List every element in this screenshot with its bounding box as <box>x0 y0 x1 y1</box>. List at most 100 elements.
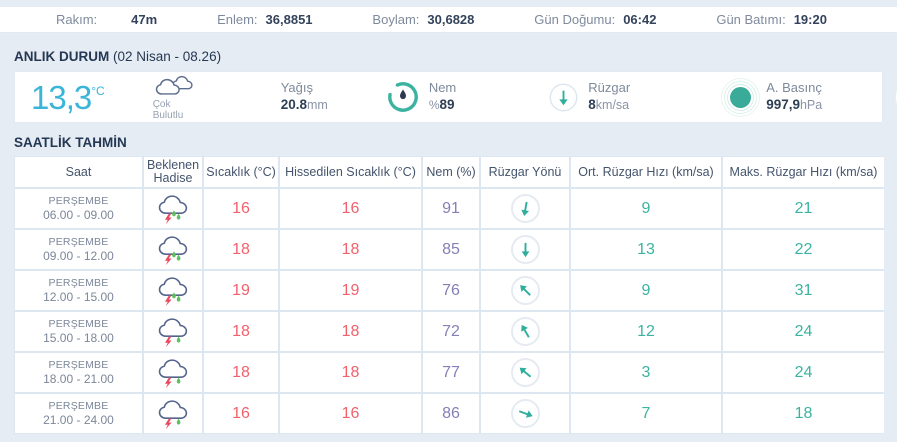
column-header-3: Hissedilen Sıcaklık (°C) <box>280 157 421 188</box>
expected-event-cell <box>144 353 202 393</box>
wind-direction-arrow-icon <box>520 325 530 338</box>
humidity-cell: 85 <box>423 230 479 270</box>
thunderstorm-rain-icon <box>158 400 187 429</box>
precipitation-block: Yağış 20.8mm <box>281 80 328 113</box>
stat-label: Boylam: <box>372 12 420 27</box>
temperature-value: 13,3 <box>31 78 92 116</box>
station-stats-bar: Rakım: 47m Enlem: 36,8851 Boylam: 30,682… <box>0 7 897 33</box>
thunderstorm-rain-icon <box>158 318 187 347</box>
wind-direction-arrow-icon <box>521 243 529 258</box>
feels-like-cell: 16 <box>280 394 421 434</box>
expected-event-cell <box>144 230 202 270</box>
wind-direction-arrow-icon <box>519 367 531 378</box>
pressure-value: 997,9hPa <box>766 96 823 112</box>
forecast-hours: 15.00 - 18.00 <box>43 331 114 346</box>
temperature-cell: 18 <box>204 353 278 393</box>
humidity-label: Nem <box>428 80 457 96</box>
column-header-0: Saat <box>15 157 142 188</box>
feels-like-cell: 18 <box>280 230 421 270</box>
condition-label: Çok Bulutlu <box>152 98 184 121</box>
wind-label: Rüzgar <box>588 80 631 96</box>
forecast-day: PERŞEMBE <box>48 400 109 413</box>
station-stat: Enlem: 36,8851 <box>217 12 312 27</box>
stat-label: Rakım: <box>56 12 98 27</box>
humidity-gauge-icon <box>387 82 418 112</box>
wind-value: 8km/sa <box>588 96 630 112</box>
temperature-cell: 18 <box>204 230 278 270</box>
forecast-day: PERŞEMBE <box>48 236 109 249</box>
wind-direction-circle <box>510 276 540 306</box>
current-section-title: ANLIK DURUM (02 Nisan - 08.26) <box>14 49 883 64</box>
precipitation-label: Yağış <box>280 80 313 96</box>
wind-block: Rüzgar 8km/sa <box>548 80 630 113</box>
max-wind-speed-cell: 31 <box>723 271 884 311</box>
thunderstorm-rain-icon <box>158 359 187 388</box>
wind-direction-circle <box>510 194 540 224</box>
current-title-text: ANLIK DURUM <box>14 49 110 64</box>
wind-direction-cell <box>481 271 569 311</box>
pressure-icon <box>730 86 752 108</box>
forecast-title-text: SAATLİK TAHMİN <box>14 135 127 150</box>
feels-like-cell: 18 <box>280 353 421 393</box>
humidity-cell: 77 <box>423 353 479 393</box>
wind-direction-cell <box>481 189 569 229</box>
avg-wind-speed-cell: 3 <box>571 353 721 393</box>
humidity-block: Nem %89 <box>386 80 456 114</box>
forecast-time-cell: PERŞEMBE 12.00 - 15.00 <box>15 271 142 311</box>
forecast-time-cell: PERŞEMBE 21.00 - 24.00 <box>15 394 142 434</box>
wind-direction-cell <box>481 394 569 434</box>
wind-direction-arrow-icon <box>518 410 533 419</box>
temperature-cell: 19 <box>204 271 278 311</box>
max-wind-speed-cell: 18 <box>723 394 884 434</box>
column-header-4: Nem (%) <box>423 157 479 188</box>
temperature-cell: 16 <box>204 394 278 434</box>
station-stat: Gün Doğumu: 06:42 <box>534 12 656 27</box>
stat-value: 19:20 <box>793 12 827 27</box>
forecast-hours: 09.00 - 12.00 <box>43 249 114 264</box>
current-temperature: 13,3°C <box>31 81 105 114</box>
feels-like-cell: 16 <box>280 189 421 229</box>
thunderstorm-heavy-rain-icon <box>158 277 187 306</box>
column-header-7: Maks. Rüzgar Hızı (km/sa) <box>723 157 884 188</box>
current-condition: Çok Bulutlu <box>153 74 199 121</box>
stat-value: 47m <box>131 12 158 27</box>
avg-wind-speed-cell: 13 <box>571 230 721 270</box>
stat-label: Gün Batımı: <box>716 12 786 27</box>
forecast-hours: 18.00 - 21.00 <box>43 372 114 387</box>
forecast-day: PERŞEMBE <box>48 359 109 372</box>
max-wind-speed-cell: 24 <box>723 312 884 352</box>
expected-event-cell <box>144 312 202 352</box>
wind-direction-arrow-icon <box>520 202 529 217</box>
wind-direction-arrow-icon <box>519 285 531 297</box>
temperature-cell: 16 <box>204 189 278 229</box>
forecast-day: PERŞEMBE <box>48 318 109 331</box>
max-wind-speed-cell: 21 <box>723 189 884 229</box>
wind-direction-cell <box>481 312 569 352</box>
cloudy-icon <box>155 75 193 95</box>
thunderstorm-heavy-rain-icon <box>158 236 187 265</box>
avg-wind-speed-cell: 9 <box>571 189 721 229</box>
temperature-unit: °C <box>91 83 105 98</box>
column-header-2: Sıcaklık (°C) <box>204 157 278 188</box>
humidity-cell: 72 <box>423 312 479 352</box>
wind-direction-icon <box>549 83 578 111</box>
stat-value: 30,6828 <box>427 12 475 27</box>
avg-wind-speed-cell: 9 <box>571 271 721 311</box>
avg-wind-speed-cell: 12 <box>571 312 721 352</box>
forecast-time-cell: PERŞEMBE 15.00 - 18.00 <box>15 312 142 352</box>
thunderstorm-heavy-rain-icon <box>158 195 187 224</box>
avg-wind-speed-cell: 7 <box>571 394 721 434</box>
wind-direction-circle <box>510 358 540 388</box>
humidity-value: %89 <box>428 96 455 112</box>
expected-event-cell <box>144 271 202 311</box>
stat-value: 06:42 <box>623 12 657 27</box>
max-wind-speed-cell: 24 <box>723 353 884 393</box>
precipitation-value: 20.8mm <box>280 96 328 112</box>
humidity-cell: 76 <box>423 271 479 311</box>
wind-direction-cell <box>481 230 569 270</box>
temperature-cell: 18 <box>204 312 278 352</box>
forecast-hours: 21.00 - 24.00 <box>43 413 114 428</box>
column-header-1: Beklenen Hadise <box>144 157 202 188</box>
hourly-forecast-table: Saat Beklenen Hadise Sıcaklık (°C) Hisse… <box>14 156 884 435</box>
forecast-time-cell: PERŞEMBE 06.00 - 09.00 <box>15 189 142 229</box>
